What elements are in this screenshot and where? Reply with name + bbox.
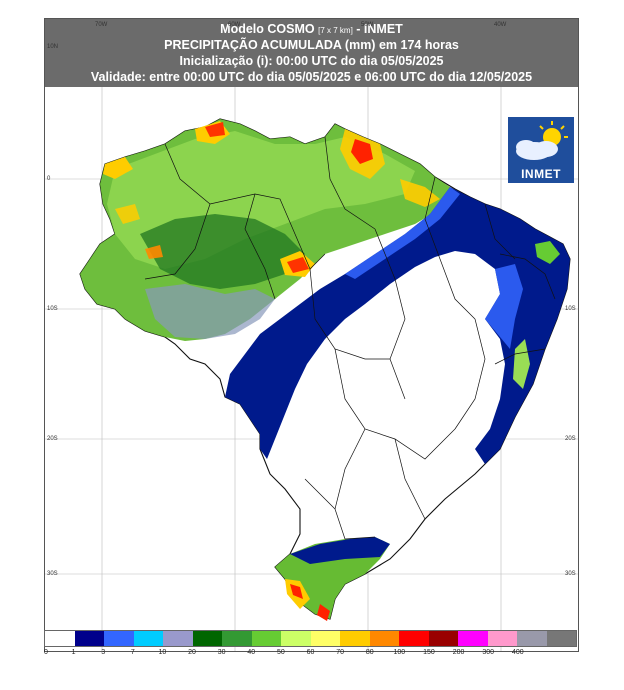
legend-tick-label: 150 [423, 649, 435, 656]
precip-hotspot [145, 245, 163, 259]
legend-swatch [251, 631, 281, 646]
header-line-4: Validade: entre 00:00 UTC do dia 05/05/2… [90, 70, 533, 84]
lon-label: 70W [95, 22, 108, 28]
legend-tick-label: 100 [393, 649, 406, 656]
model-name: Modelo COSMO [220, 22, 315, 36]
map-header: Modelo COSMO [7 x 7 km] - INMET PRECIPIT… [45, 19, 578, 87]
lon-label: 60W [228, 22, 241, 28]
legend-swatch [74, 631, 104, 646]
legend-swatch [104, 631, 134, 646]
lat-label-right: 30S [565, 571, 576, 577]
lat-label: 10N [47, 44, 59, 50]
legend-tick-label: 300 [482, 649, 494, 656]
legend-tick-label: 50 [276, 649, 285, 656]
precip-hotspot [115, 204, 140, 224]
legend-swatch [192, 631, 222, 646]
precip-hotspot [351, 139, 373, 164]
precip-grayblue [145, 284, 275, 339]
precip-hotspot [317, 604, 330, 621]
legend-tick-label: 1 [71, 649, 76, 656]
precipitation-map: Modelo COSMO [7 x 7 km] - INMET PRECIPIT… [44, 18, 579, 652]
legend-tick-label: 40 [247, 649, 256, 656]
legend-swatch [222, 631, 252, 646]
legend-tick-label: 3 [101, 649, 106, 656]
precip-green-coast [513, 339, 530, 389]
lat-label-right: 20S [565, 436, 576, 442]
lat-label: 10S [47, 306, 58, 312]
legend-swatch [546, 631, 576, 646]
legend-tick-label: 400 [511, 649, 524, 656]
state-borders [144, 136, 556, 540]
legend-tick-label: 70 [336, 649, 345, 656]
header-line-3: Inicialização (i): 00:00 UTC do dia 05/0… [179, 54, 444, 68]
precip-darkgreen [140, 214, 305, 289]
lon-label: 40W [494, 22, 507, 28]
legend-swatch [458, 631, 488, 646]
legend-tick-label: 200 [452, 649, 465, 656]
inmet-logo: INMET [508, 117, 574, 183]
precip-hotspot [205, 122, 225, 137]
legend-swatch [487, 631, 517, 646]
precip-hotspot [290, 584, 303, 599]
legend-swatch [517, 631, 547, 646]
model-resolution: [7 x 7 km] [318, 26, 353, 35]
precipitation-legend [44, 630, 577, 647]
legend-swatch [310, 631, 340, 646]
legend-tick-label: 80 [365, 649, 374, 656]
legend-swatch [369, 631, 399, 646]
precip-hotspot [103, 157, 133, 179]
legend-swatch [399, 631, 429, 646]
lon-label: 50W [361, 22, 374, 28]
legend-tick-label: 30 [217, 649, 226, 656]
legend-swatch [163, 631, 193, 646]
legend-swatch [428, 631, 458, 646]
precip-hotspot [400, 179, 440, 207]
sun-cloud-icon [516, 121, 568, 160]
lat-label-right: 10S [565, 306, 576, 312]
precip-blue-edge [345, 187, 460, 279]
legend-tick-label: 7 [130, 649, 135, 656]
legend-swatch [133, 631, 163, 646]
map-canvas [45, 19, 578, 651]
precip-green-coast [535, 241, 560, 264]
legend-tick-label: 10 [158, 649, 167, 656]
legend-swatch [45, 631, 75, 646]
legend-tick-label: 0 [44, 649, 48, 656]
legend-swatch [281, 631, 311, 646]
logo-text: INMET [521, 167, 561, 181]
lat-label: 20S [47, 436, 58, 442]
legend-swatch [340, 631, 370, 646]
legend-tick-label: 60 [306, 649, 315, 656]
precip-darkblue-south [290, 537, 390, 564]
model-source: - INMET [356, 22, 403, 36]
header-line-2: PRECIPITAÇÃO ACUMULADA (mm) em 174 horas [164, 38, 459, 52]
legend-tick-label: 20 [188, 649, 196, 656]
precip-blue-edge [485, 264, 523, 349]
lat-label: 0 [47, 176, 51, 182]
precip-darkblue-band [225, 187, 570, 464]
header-line-1: Modelo COSMO [7 x 7 km] - INMET [45, 22, 578, 38]
lat-label: 30S [47, 571, 58, 577]
precip-hotspot [287, 257, 309, 273]
